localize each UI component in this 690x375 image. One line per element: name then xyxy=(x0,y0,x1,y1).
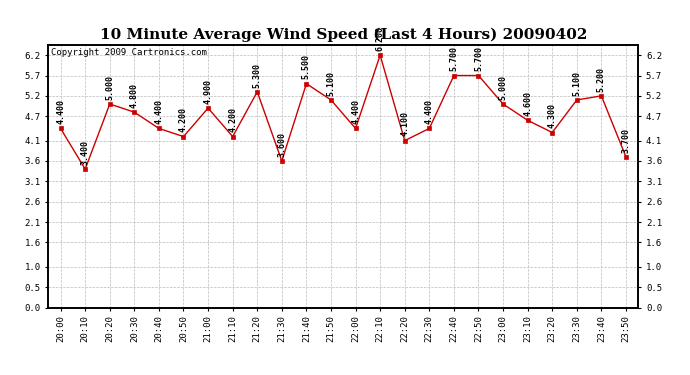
Title: 10 Minute Average Wind Speed (Last 4 Hours) 20090402: 10 Minute Average Wind Speed (Last 4 Hou… xyxy=(99,28,587,42)
Text: 6.200: 6.200 xyxy=(375,26,384,51)
Text: 4.300: 4.300 xyxy=(548,104,557,128)
Text: 4.600: 4.600 xyxy=(523,91,532,116)
Text: 3.700: 3.700 xyxy=(622,128,631,153)
Text: 4.200: 4.200 xyxy=(179,107,188,132)
Text: 3.400: 3.400 xyxy=(81,140,90,165)
Text: 5.100: 5.100 xyxy=(572,71,581,96)
Text: 5.700: 5.700 xyxy=(449,46,458,71)
Text: 3.600: 3.600 xyxy=(277,132,286,157)
Text: 4.400: 4.400 xyxy=(351,99,360,124)
Text: 4.100: 4.100 xyxy=(400,111,409,136)
Text: 5.000: 5.000 xyxy=(499,75,508,100)
Text: 5.500: 5.500 xyxy=(302,54,311,80)
Text: 5.300: 5.300 xyxy=(253,63,262,88)
Text: 5.100: 5.100 xyxy=(326,71,335,96)
Text: 4.400: 4.400 xyxy=(425,99,434,124)
Text: Copyright 2009 Cartronics.com: Copyright 2009 Cartronics.com xyxy=(51,48,207,57)
Text: 5.700: 5.700 xyxy=(474,46,483,71)
Text: 5.200: 5.200 xyxy=(597,67,606,92)
Text: 4.900: 4.900 xyxy=(204,79,213,104)
Text: 4.800: 4.800 xyxy=(130,83,139,108)
Text: 5.000: 5.000 xyxy=(106,75,115,100)
Text: 4.400: 4.400 xyxy=(56,99,65,124)
Text: 4.200: 4.200 xyxy=(228,107,237,132)
Text: 4.400: 4.400 xyxy=(155,99,164,124)
